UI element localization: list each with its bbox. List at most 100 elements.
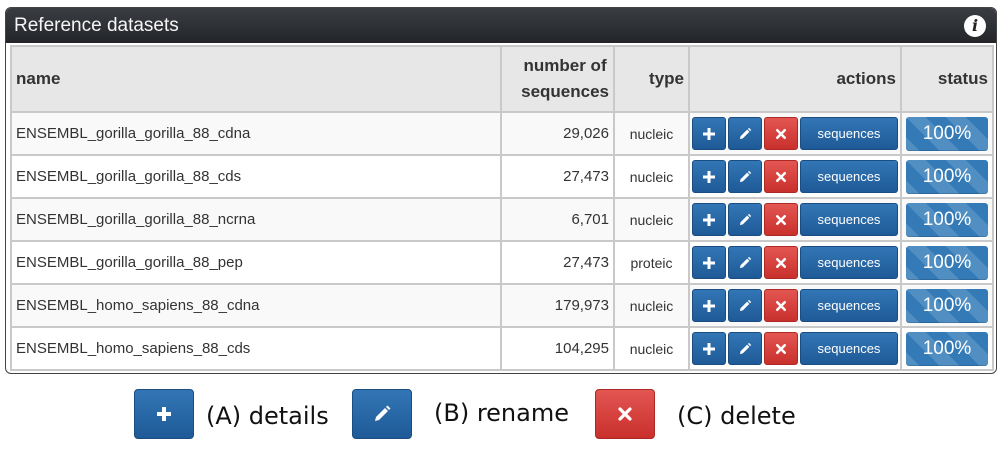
dataset-type: nucleic: [613, 111, 690, 156]
rename-button[interactable]: [728, 203, 762, 236]
status-progress-bar: 100%: [906, 245, 988, 280]
reference-datasets-panel: Reference datasets i name number of seque…: [5, 7, 997, 374]
plus-icon: [703, 170, 715, 183]
pencil-icon: [375, 405, 391, 421]
close-icon: [775, 257, 787, 268]
table-header-row: name number of sequences type actions sta…: [10, 45, 994, 113]
rename-button[interactable]: [728, 160, 762, 193]
dataset-name: ENSEMBL_gorilla_gorilla_88_cds: [10, 154, 502, 199]
close-icon: [618, 407, 632, 421]
dataset-name: ENSEMBL_gorilla_gorilla_88_cdna: [10, 111, 502, 156]
plus-icon: [157, 407, 171, 421]
sequences-button[interactable]: sequences: [800, 289, 898, 322]
rename-button[interactable]: [728, 246, 762, 279]
details-button[interactable]: [692, 203, 726, 236]
dataset-type: nucleic: [613, 283, 690, 328]
row-actions: sequences: [688, 111, 902, 156]
col-header-actions: actions: [688, 45, 902, 113]
dataset-name: ENSEMBL_gorilla_gorilla_88_pep: [10, 240, 502, 285]
row-status: 100%: [900, 197, 994, 242]
row-actions: sequences: [688, 240, 902, 285]
sequence-count: 104,295: [500, 326, 615, 371]
sequence-count: 179,973: [500, 283, 615, 328]
table-row: ENSEMBL_gorilla_gorilla_88_ncrna 6,701 nuc…: [10, 197, 994, 242]
datasets-table: name number of sequences type actions sta…: [10, 45, 994, 371]
col-header-sequences-line1: number of: [523, 56, 607, 75]
col-header-name[interactable]: name: [10, 45, 502, 113]
table-row: ENSEMBL_gorilla_gorilla_88_cds 27,473 nucl…: [10, 154, 994, 199]
plus-icon: [703, 256, 715, 269]
pencil-icon: [739, 256, 752, 268]
panel-title: Reference datasets: [14, 14, 179, 36]
delete-button[interactable]: [764, 117, 798, 150]
details-button[interactable]: [692, 289, 726, 322]
dataset-type: nucleic: [613, 154, 690, 199]
col-header-sequences[interactable]: number of sequences: [500, 45, 615, 113]
sequence-count: 27,473: [500, 154, 615, 199]
sequences-button[interactable]: sequences: [800, 117, 898, 150]
delete-button[interactable]: [764, 160, 798, 193]
status-progress-bar: 100%: [906, 288, 988, 323]
pencil-icon: [739, 342, 752, 354]
close-icon: [775, 214, 787, 225]
legend-details-button: [134, 389, 194, 439]
close-icon: [775, 128, 787, 139]
rename-button[interactable]: [728, 332, 762, 365]
sequence-count: 27,473: [500, 240, 615, 285]
details-button[interactable]: [692, 332, 726, 365]
row-actions: sequences: [688, 154, 902, 199]
table-row: ENSEMBL_gorilla_gorilla_88_cdna 29,026 nuc…: [10, 111, 994, 156]
dataset-name: ENSEMBL_gorilla_gorilla_88_ncrna: [10, 197, 502, 242]
details-button[interactable]: [692, 246, 726, 279]
plus-icon: [703, 127, 715, 140]
close-icon: [775, 300, 787, 311]
plus-icon: [703, 299, 715, 312]
dataset-type: nucleic: [613, 197, 690, 242]
delete-button[interactable]: [764, 203, 798, 236]
pencil-icon: [739, 170, 752, 182]
dataset-name: ENSEMBL_homo_sapiens_88_cds: [10, 326, 502, 371]
row-actions: sequences: [688, 197, 902, 242]
col-header-type[interactable]: type: [613, 45, 690, 113]
table-row: ENSEMBL_homo_sapiens_88_cdna 179,973 nucle…: [10, 283, 994, 328]
row-status: 100%: [900, 111, 994, 156]
sequence-count: 29,026: [500, 111, 615, 156]
col-header-status[interactable]: status: [900, 45, 994, 113]
pencil-icon: [739, 213, 752, 225]
details-button[interactable]: [692, 117, 726, 150]
row-actions: sequences: [688, 326, 902, 371]
rename-button[interactable]: [728, 117, 762, 150]
info-icon[interactable]: i: [964, 14, 986, 37]
legend-delete-label: (C) delete: [677, 402, 796, 430]
sequences-button[interactable]: sequences: [800, 160, 898, 193]
row-status: 100%: [900, 326, 994, 371]
status-progress-bar: 100%: [906, 116, 988, 151]
legend-rename-label: (B) rename: [434, 399, 569, 427]
plus-icon: [703, 213, 715, 226]
pencil-icon: [739, 127, 752, 139]
legend-details-label: (A) details: [206, 402, 329, 430]
col-header-sequences-line2: sequences: [521, 82, 609, 101]
delete-button[interactable]: [764, 332, 798, 365]
close-icon: [775, 343, 787, 354]
status-progress-bar: 100%: [906, 159, 988, 194]
sequences-button[interactable]: sequences: [800, 246, 898, 279]
dataset-type: proteic: [613, 240, 690, 285]
table-row: ENSEMBL_homo_sapiens_88_cds 104,295 nuclei…: [10, 326, 994, 371]
status-progress-bar: 100%: [906, 331, 988, 366]
delete-button[interactable]: [764, 246, 798, 279]
sequences-button[interactable]: sequences: [800, 332, 898, 365]
delete-button[interactable]: [764, 289, 798, 322]
rename-button[interactable]: [728, 289, 762, 322]
row-status: 100%: [900, 154, 994, 199]
row-actions: sequences: [688, 283, 902, 328]
panel-header: Reference datasets i: [6, 8, 996, 43]
close-icon: [775, 171, 787, 182]
sequences-button[interactable]: sequences: [800, 203, 898, 236]
status-progress-bar: 100%: [906, 202, 988, 237]
sequence-count: 6,701: [500, 197, 615, 242]
table-row: ENSEMBL_gorilla_gorilla_88_pep 27,473 prot…: [10, 240, 994, 285]
details-button[interactable]: [692, 160, 726, 193]
row-status: 100%: [900, 240, 994, 285]
dataset-type: nucleic: [613, 326, 690, 371]
